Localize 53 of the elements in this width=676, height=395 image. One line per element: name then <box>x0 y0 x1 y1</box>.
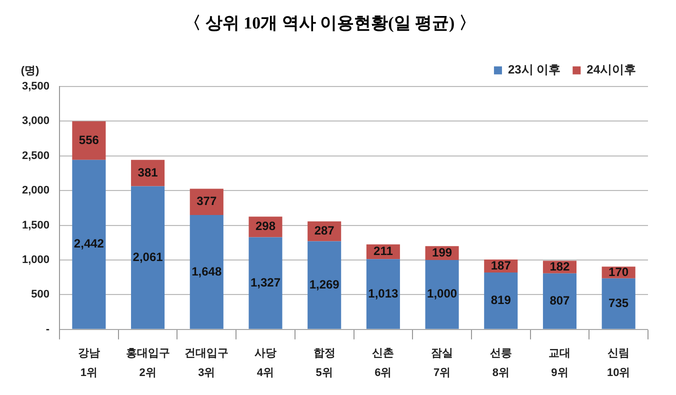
bar <box>425 260 459 329</box>
data-label: 2,061 <box>132 250 164 264</box>
bar <box>131 186 165 329</box>
data-label: 199 <box>432 245 452 260</box>
legend-label: 24시이후 <box>586 62 636 77</box>
y-tick-label: 2,500 <box>22 150 50 162</box>
y-tick-label: 1,000 <box>22 254 50 266</box>
x-tick-label: 선릉 8위 <box>490 347 512 380</box>
data-label: 819 <box>490 293 512 308</box>
y-tick-label: 1,500 <box>22 219 50 232</box>
bar <box>72 160 106 329</box>
data-label: 381 <box>138 165 158 180</box>
bar <box>190 214 224 329</box>
data-label: 1,000 <box>427 286 458 301</box>
data-label: 2,442 <box>74 236 104 251</box>
y-tick-label: 3,500 <box>22 80 50 92</box>
y-tick-label: - <box>46 323 50 336</box>
x-tick-label: 강남 1위 <box>78 347 100 380</box>
y-tick-label: 2,000 <box>22 184 50 197</box>
x-tick-label: 신촌 6위 <box>372 347 394 380</box>
bar <box>248 237 282 329</box>
bar <box>308 241 342 329</box>
x-tick-label: 교대 9위 <box>548 347 571 380</box>
data-label: 187 <box>490 258 512 272</box>
legend-label: 23시 이후 <box>508 62 561 77</box>
bar <box>602 278 636 329</box>
data-label: 735 <box>608 296 629 310</box>
data-label: 1,327 <box>250 275 281 290</box>
bar <box>72 121 106 160</box>
chart-title: 〈 상위 10개 역사 이용현황(일 평균) 〉 <box>184 14 476 33</box>
data-label: 556 <box>78 132 100 147</box>
data-label: 807 <box>550 293 570 308</box>
x-tick-label: 합정 5위 <box>313 347 336 380</box>
x-tick-label: 사당 4위 <box>254 347 276 380</box>
data-label: 170 <box>608 264 629 279</box>
data-label: 287 <box>314 224 335 238</box>
data-label: 182 <box>550 259 570 274</box>
bar <box>366 259 400 329</box>
data-label: 1,013 <box>368 286 399 300</box>
x-tick-label: 홍대입구 2위 <box>126 347 170 380</box>
data-label: 211 <box>374 244 394 258</box>
data-label: 1,269 <box>309 277 340 292</box>
data-label: 298 <box>255 219 276 234</box>
y-tick-label: 500 <box>31 288 50 301</box>
data-label: 1,648 <box>192 264 222 278</box>
x-tick-label: 잠실 7위 <box>431 347 454 380</box>
x-tick-label: 신림 10위 <box>606 347 630 380</box>
data-label: 377 <box>196 194 217 208</box>
bar <box>484 272 518 329</box>
y-axis-title: (명) <box>20 64 40 77</box>
bar <box>542 273 576 329</box>
y-tick-label: 3,000 <box>22 115 50 128</box>
x-tick-label: 건대입구 3위 <box>184 347 229 380</box>
